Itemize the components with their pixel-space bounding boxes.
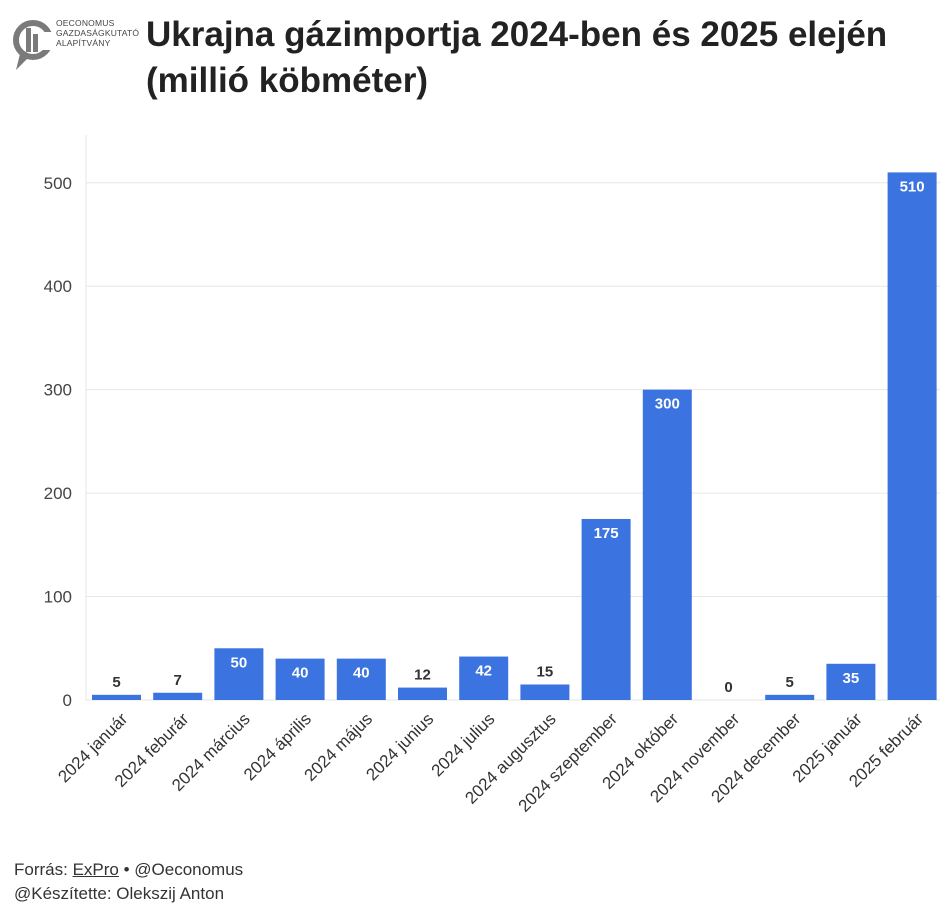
bar [214, 648, 264, 700]
data-label: 15 [537, 663, 554, 680]
data-label: 40 [292, 665, 309, 682]
footer: Forrás: ExPro • @Oeconomus @Készítette: … [14, 858, 243, 906]
data-label: 175 [594, 525, 619, 542]
bar [398, 687, 447, 700]
oeconomus-logo: OECONOMUS GAZDASÁGKUTATÓ ALAPÍTVÁNY [12, 14, 142, 74]
logo-line: ALAPÍTVÁNY [56, 38, 111, 48]
data-label: 7 [174, 672, 182, 689]
y-tick-label: 100 [44, 588, 72, 607]
bar [153, 692, 203, 700]
bar [336, 658, 386, 700]
logo-text: OECONOMUS GAZDASÁGKUTATÓ ALAPÍTVÁNY [56, 18, 139, 48]
bar [581, 518, 631, 700]
bar [275, 658, 325, 700]
data-label: 300 [655, 396, 680, 413]
chart-title: Ukrajna gázimportja 2024-ben és 2025 ele… [146, 15, 888, 100]
source-line: Forrás: ExPro • @Oeconomus [14, 858, 243, 882]
data-label: 50 [231, 654, 248, 671]
bar [765, 694, 815, 700]
data-label: 40 [353, 665, 370, 682]
logo-line: GAZDASÁGKUTATÓ [56, 28, 140, 38]
y-tick-label: 300 [44, 381, 72, 400]
header: OECONOMUS GAZDASÁGKUTATÓ ALAPÍTVÁNY Ukra… [0, 0, 946, 110]
bar [459, 656, 509, 700]
bar [92, 694, 141, 700]
source-prefix: Forrás: [14, 860, 73, 879]
data-label: 12 [414, 667, 431, 684]
y-tick-label: 500 [44, 174, 72, 193]
logo-icon [13, 20, 56, 70]
source-link[interactable]: ExPro [72, 860, 119, 879]
data-label: 35 [843, 670, 860, 687]
data-label: 5 [786, 674, 794, 691]
data-label: 42 [475, 663, 492, 680]
bar [520, 684, 570, 700]
y-tick-label: 0 [63, 691, 72, 710]
data-label: 510 [900, 178, 925, 195]
source-suffix: • @Oeconomus [118, 860, 244, 879]
data-label: 0 [724, 679, 732, 696]
y-tick-label: 400 [44, 277, 72, 296]
bar [642, 389, 692, 700]
data-label: 5 [112, 674, 120, 691]
author-line: @Készítette: Olekszij Anton [14, 884, 225, 903]
logo-line: OECONOMUS [56, 18, 115, 28]
bar [887, 172, 937, 700]
y-tick-label: 200 [44, 484, 72, 503]
bar [826, 663, 876, 700]
